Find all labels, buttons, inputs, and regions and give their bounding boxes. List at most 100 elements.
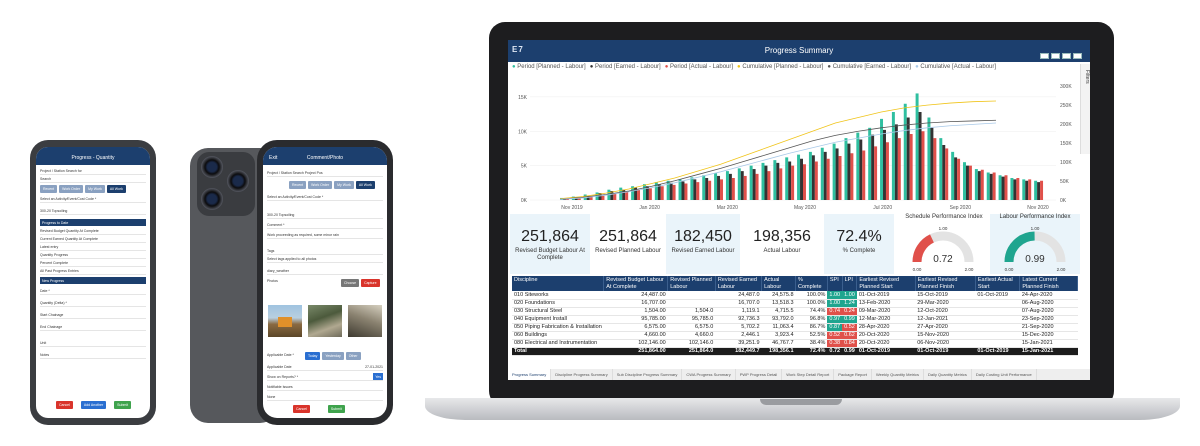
chart-bar[interactable] [1004, 175, 1008, 200]
chart-bar[interactable] [814, 161, 818, 201]
chart-bar[interactable] [749, 165, 753, 200]
table-row[interactable]: 080 Electrical and Instrumentation 102,14… [512, 339, 1078, 348]
chart-bar[interactable] [1016, 178, 1020, 200]
all-work-button[interactable]: All Work [106, 185, 126, 193]
yes-toggle[interactable]: Yes [373, 373, 383, 380]
chart-bar[interactable] [586, 195, 590, 200]
chart-bar[interactable] [785, 157, 789, 200]
chart-bar[interactable] [954, 157, 958, 200]
report-tab[interactable]: PWP Progress Detail [736, 369, 783, 380]
cumulative-line[interactable] [559, 119, 997, 200]
expand-icon[interactable] [1062, 53, 1071, 59]
chart-bar[interactable] [788, 161, 792, 201]
chart-bar[interactable] [850, 153, 854, 200]
report-tab[interactable]: Daily Costing Unit Performance [972, 369, 1037, 380]
chart-bar[interactable] [779, 168, 783, 200]
chart-bar[interactable] [939, 138, 943, 200]
column-header[interactable]: Earliest Revised Planned Finish [915, 276, 976, 291]
chart-bar[interactable] [823, 151, 827, 200]
start-chainage-field[interactable]: Start Chainage [40, 311, 146, 319]
chart-bar[interactable] [714, 173, 718, 200]
submit-button[interactable]: Submit [327, 405, 345, 413]
chart-bar[interactable] [974, 169, 978, 200]
chart-bar[interactable] [856, 132, 860, 200]
chart-bar[interactable] [631, 186, 635, 200]
chart-bar[interactable] [577, 197, 581, 200]
bookmark-icon[interactable] [1040, 53, 1049, 59]
chart-bar[interactable] [1025, 180, 1029, 200]
column-header[interactable]: Discipline [512, 276, 605, 291]
tag-item[interactable]: diary_weather [267, 267, 383, 275]
project-search[interactable]: Project / Station Search for [40, 167, 146, 175]
chart-bar[interactable] [921, 131, 925, 200]
chart-bar[interactable] [897, 138, 901, 200]
capture-button[interactable]: Capture [361, 279, 380, 287]
chart-bar[interactable] [660, 186, 664, 200]
chart-bar[interactable] [992, 172, 996, 201]
chart-bar[interactable] [930, 127, 934, 200]
column-header[interactable]: Revised Earned Labour [715, 276, 763, 291]
chart-bar[interactable] [725, 171, 729, 200]
column-header[interactable]: Earliest Actual Start [975, 276, 1021, 291]
unit-field[interactable]: Unit [40, 339, 146, 347]
chart-bar[interactable] [613, 193, 617, 200]
chart-bar[interactable] [720, 179, 723, 200]
table-total-row[interactable]: Total 251,864.00 251,864.0 182,449.7 198,356… [512, 347, 1078, 356]
column-header[interactable]: Revised Planned Labour [667, 276, 716, 291]
chart-bar[interactable] [915, 93, 919, 200]
cancel-button[interactable]: Cancel [56, 401, 73, 409]
site-photo[interactable] [268, 305, 302, 337]
column-header[interactable]: LPI [842, 276, 858, 291]
chart-bar[interactable] [986, 172, 990, 201]
chart-bar[interactable] [731, 178, 735, 200]
chart-bar[interactable] [880, 118, 884, 200]
legend-item[interactable]: ● Cumulative [Planned - Labour] [737, 64, 823, 70]
chart-bar[interactable] [859, 139, 863, 201]
today-button[interactable]: Today [305, 352, 321, 360]
chart-bar[interactable] [589, 196, 593, 200]
chart-bar[interactable] [634, 187, 638, 200]
chart-bar[interactable] [672, 184, 676, 200]
chart-bar[interactable] [693, 179, 697, 200]
chart-bar[interactable] [933, 138, 937, 200]
chart-bar[interactable] [752, 169, 756, 200]
chart-bar[interactable] [610, 191, 614, 200]
chart-bar[interactable] [666, 180, 670, 200]
chart-bar[interactable] [883, 129, 886, 200]
chart-bar[interactable] [702, 175, 706, 200]
chart-bar[interactable] [776, 162, 780, 200]
chart-bar[interactable] [764, 165, 768, 200]
chart-bar[interactable] [998, 175, 1002, 200]
activity-item[interactable]: 300-20 Topsoiling [40, 207, 146, 215]
chart-bar[interactable] [927, 117, 931, 201]
report-tab[interactable]: Sub Discipline Progress Summary [613, 369, 683, 380]
exit-button[interactable]: Exit [269, 155, 278, 161]
cumulative-line[interactable] [559, 100, 997, 200]
project-search[interactable]: Project / Station Search Project Pos [267, 169, 383, 177]
report-tab[interactable]: Discipline Progress Summary [551, 369, 613, 380]
report-tab[interactable]: Daily Quantity Metrics [924, 369, 972, 380]
chart-bar[interactable] [601, 194, 605, 201]
chart-bar[interactable] [874, 146, 878, 200]
chart-bar[interactable] [622, 189, 626, 200]
tags-field[interactable]: Select tags applied to all photos [267, 255, 383, 263]
chart-bar[interactable] [743, 175, 747, 200]
chart-bar[interactable] [957, 158, 961, 200]
chart-bar[interactable] [708, 180, 712, 200]
legend-item[interactable]: ● Period [Earned - Labour] [590, 64, 661, 70]
chart-bar[interactable] [696, 182, 700, 200]
column-header[interactable]: Latest Current Planned Finish [1019, 276, 1078, 291]
cancel-button[interactable]: Cancel [293, 405, 310, 413]
chart-bar[interactable] [820, 147, 824, 200]
end-chainage-field[interactable]: End Chainage [40, 323, 146, 331]
chart-bar[interactable] [625, 191, 629, 200]
chart-bar[interactable] [803, 164, 806, 200]
column-header[interactable]: % Complete [795, 276, 828, 291]
chart-bar[interactable] [1001, 176, 1005, 200]
chart-bar[interactable] [977, 171, 981, 200]
column-header[interactable]: Revised Budget Labour At Complete [603, 276, 669, 291]
chart-bar[interactable] [1034, 180, 1038, 200]
chart-bar[interactable] [871, 134, 875, 200]
chart-bar[interactable] [968, 165, 972, 200]
chart-bar[interactable] [906, 117, 910, 201]
